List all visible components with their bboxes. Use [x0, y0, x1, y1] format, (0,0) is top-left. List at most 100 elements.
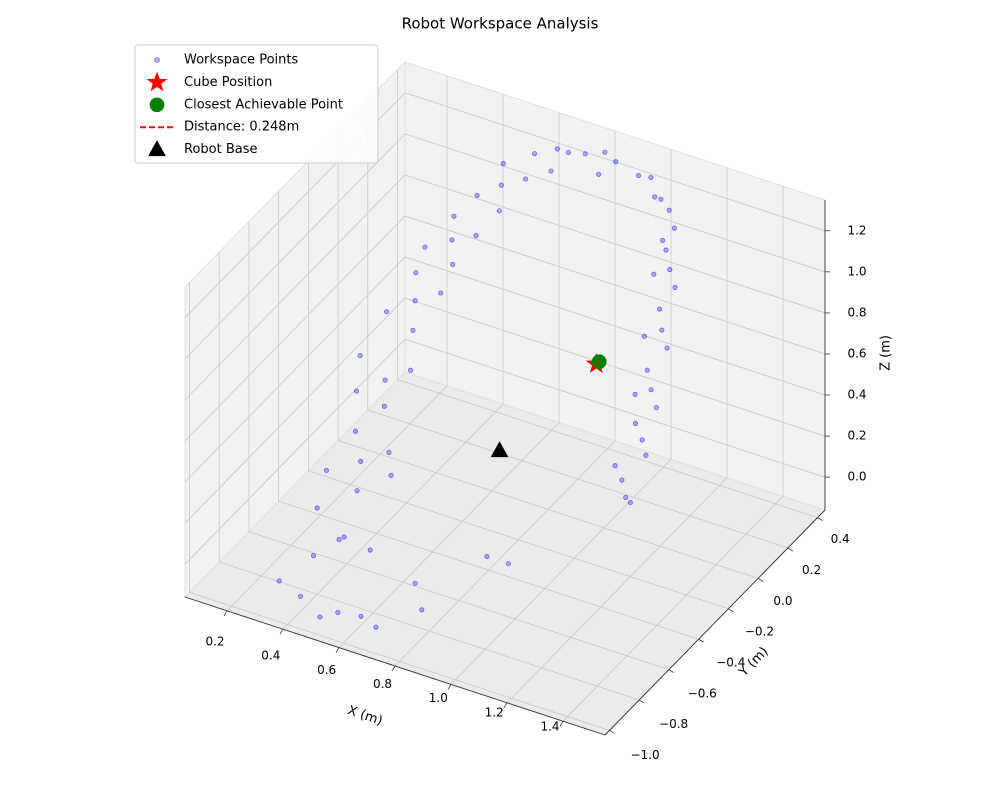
point [412, 580, 418, 586]
chart-title: Robot Workspace Analysis [402, 15, 599, 33]
y-tick-label: −0.4 [716, 655, 745, 669]
y-axis-line [604, 509, 826, 736]
z-tick-label: 0.8 [847, 305, 866, 319]
star-marker [146, 71, 168, 92]
grid-line [394, 131, 616, 667]
y-tick [728, 608, 734, 613]
grid-line [218, 252, 640, 701]
grid-line [184, 297, 826, 524]
x-tick [447, 684, 452, 690]
point [154, 57, 160, 63]
point [554, 146, 560, 152]
z-tick-label: 0.2 [847, 429, 866, 443]
point [666, 207, 672, 213]
point [623, 494, 629, 501]
grid-line [450, 149, 672, 685]
point [410, 327, 416, 334]
point [450, 261, 456, 268]
legend-label: Closest Achievable Point [184, 97, 343, 112]
point [335, 609, 341, 616]
point [582, 151, 588, 157]
point [639, 437, 645, 443]
point [419, 607, 425, 613]
point [664, 345, 670, 351]
point [367, 547, 373, 553]
point [357, 458, 364, 464]
y-tick [668, 669, 675, 673]
x-tick [279, 628, 284, 635]
point [317, 614, 323, 620]
point [531, 150, 538, 157]
x-tick [335, 647, 340, 653]
y-tick [757, 578, 764, 582]
point [352, 428, 359, 434]
grid [184, 69, 826, 731]
grid-line [184, 174, 826, 401]
grid-line [184, 338, 826, 565]
point [660, 237, 666, 244]
point [357, 353, 363, 359]
x-tick [223, 610, 228, 617]
point [632, 420, 639, 426]
point [373, 624, 379, 630]
z-tick-label: 1.2 [847, 223, 866, 237]
y-tick [638, 699, 645, 704]
point [671, 225, 678, 231]
legend-label: Distance: 0.248m [184, 120, 299, 135]
point [449, 237, 455, 243]
y-tick [698, 638, 704, 643]
grid-line [184, 92, 826, 319]
grid-line [184, 215, 826, 442]
point [438, 290, 444, 296]
point [548, 168, 554, 174]
x-tick-label: 0.4 [261, 649, 280, 663]
point [641, 333, 647, 339]
grid-line [226, 75, 448, 612]
point [672, 284, 678, 291]
x-tick-label: 1.4 [540, 720, 559, 734]
marks [276, 146, 678, 630]
point [384, 309, 390, 315]
point [381, 403, 387, 409]
point [596, 171, 602, 178]
point [314, 505, 320, 511]
y-tick-label: −0.6 [688, 686, 717, 700]
x-tick [559, 720, 564, 727]
point [659, 327, 665, 333]
grid-line [184, 133, 826, 360]
point [386, 449, 392, 455]
point [602, 149, 608, 155]
point [297, 593, 304, 599]
point [565, 149, 571, 156]
grid-line [397, 69, 818, 518]
point [412, 298, 418, 304]
grid-line [337, 130, 759, 579]
point [388, 472, 394, 478]
y-tick-label: 0.4 [831, 532, 850, 546]
triangle-marker [490, 441, 509, 458]
point [505, 561, 511, 567]
point [643, 452, 649, 458]
point [354, 488, 360, 494]
y-tick-label: 0.2 [802, 563, 821, 577]
grid-line [248, 221, 670, 670]
grid-line [367, 100, 788, 549]
point [648, 174, 654, 181]
distance-line [595, 360, 600, 365]
legend: Workspace Points Cube Position Closest Ach… [134, 44, 379, 164]
point [652, 194, 658, 200]
z-tick-label: 0.4 [847, 388, 866, 402]
grid-line [189, 282, 610, 731]
x-tick-label: 0.6 [317, 663, 336, 677]
x-axis-label: X (m) [346, 703, 385, 729]
grid-line [278, 191, 699, 640]
point [323, 467, 330, 474]
point [635, 172, 642, 179]
point [474, 192, 480, 199]
point [382, 377, 388, 383]
y-tick [817, 517, 823, 521]
y-tick-label: −0.8 [659, 717, 688, 731]
point [651, 271, 657, 277]
point [663, 247, 669, 253]
